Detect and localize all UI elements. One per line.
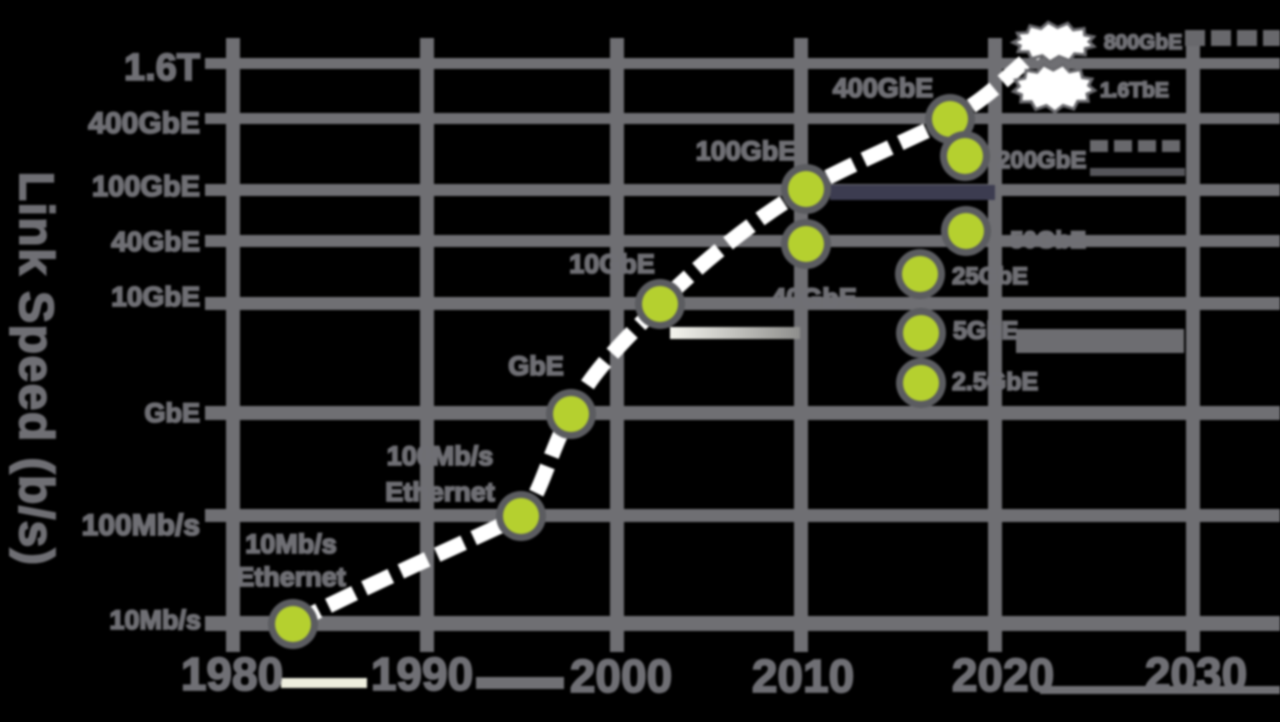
svg-text:100Mb/s: 100Mb/s	[82, 509, 200, 542]
svg-text:50GbE: 50GbE	[1010, 227, 1086, 254]
svg-text:10GbE: 10GbE	[569, 249, 655, 279]
svg-text:400GbE: 400GbE	[88, 107, 200, 140]
svg-text:10Mb/s: 10Mb/s	[245, 529, 337, 559]
svg-text:10Mb/s: 10Mb/s	[109, 605, 201, 635]
svg-text:1990: 1990	[371, 648, 473, 700]
svg-text:400GbE: 400GbE	[833, 73, 934, 103]
svg-text:10GbE: 10GbE	[111, 281, 200, 312]
svg-text:40GbE: 40GbE	[771, 283, 857, 313]
svg-text:1.6T: 1.6T	[124, 47, 200, 89]
svg-text:1980: 1980	[181, 648, 283, 700]
svg-text:2030: 2030	[1145, 648, 1247, 700]
svg-text:100Mb/s: 100Mb/s	[387, 441, 494, 471]
svg-text:2010: 2010	[752, 650, 854, 702]
svg-text:2.5GbE: 2.5GbE	[952, 368, 1038, 396]
svg-text:200GbE: 200GbE	[997, 147, 1086, 174]
svg-text:GbE: GbE	[144, 398, 200, 428]
svg-text:100GbE: 100GbE	[696, 136, 797, 166]
svg-text:1.6TbE: 1.6TbE	[1100, 79, 1169, 102]
svg-text:Ethernet: Ethernet	[385, 477, 495, 507]
svg-text:2020: 2020	[952, 649, 1054, 701]
svg-text:Ethernet: Ethernet	[236, 562, 346, 592]
svg-text:GbE: GbE	[508, 351, 564, 381]
svg-text:2000: 2000	[570, 650, 672, 702]
svg-text:40GbE: 40GbE	[111, 226, 200, 257]
svg-text:800GbE: 800GbE	[1104, 31, 1182, 54]
svg-text:Link Speed (b/s): Link Speed (b/s)	[9, 172, 62, 567]
svg-text:5GbE: 5GbE	[953, 317, 1018, 345]
svg-text:25GbE: 25GbE	[952, 263, 1028, 290]
svg-text:100GbE: 100GbE	[92, 171, 200, 203]
